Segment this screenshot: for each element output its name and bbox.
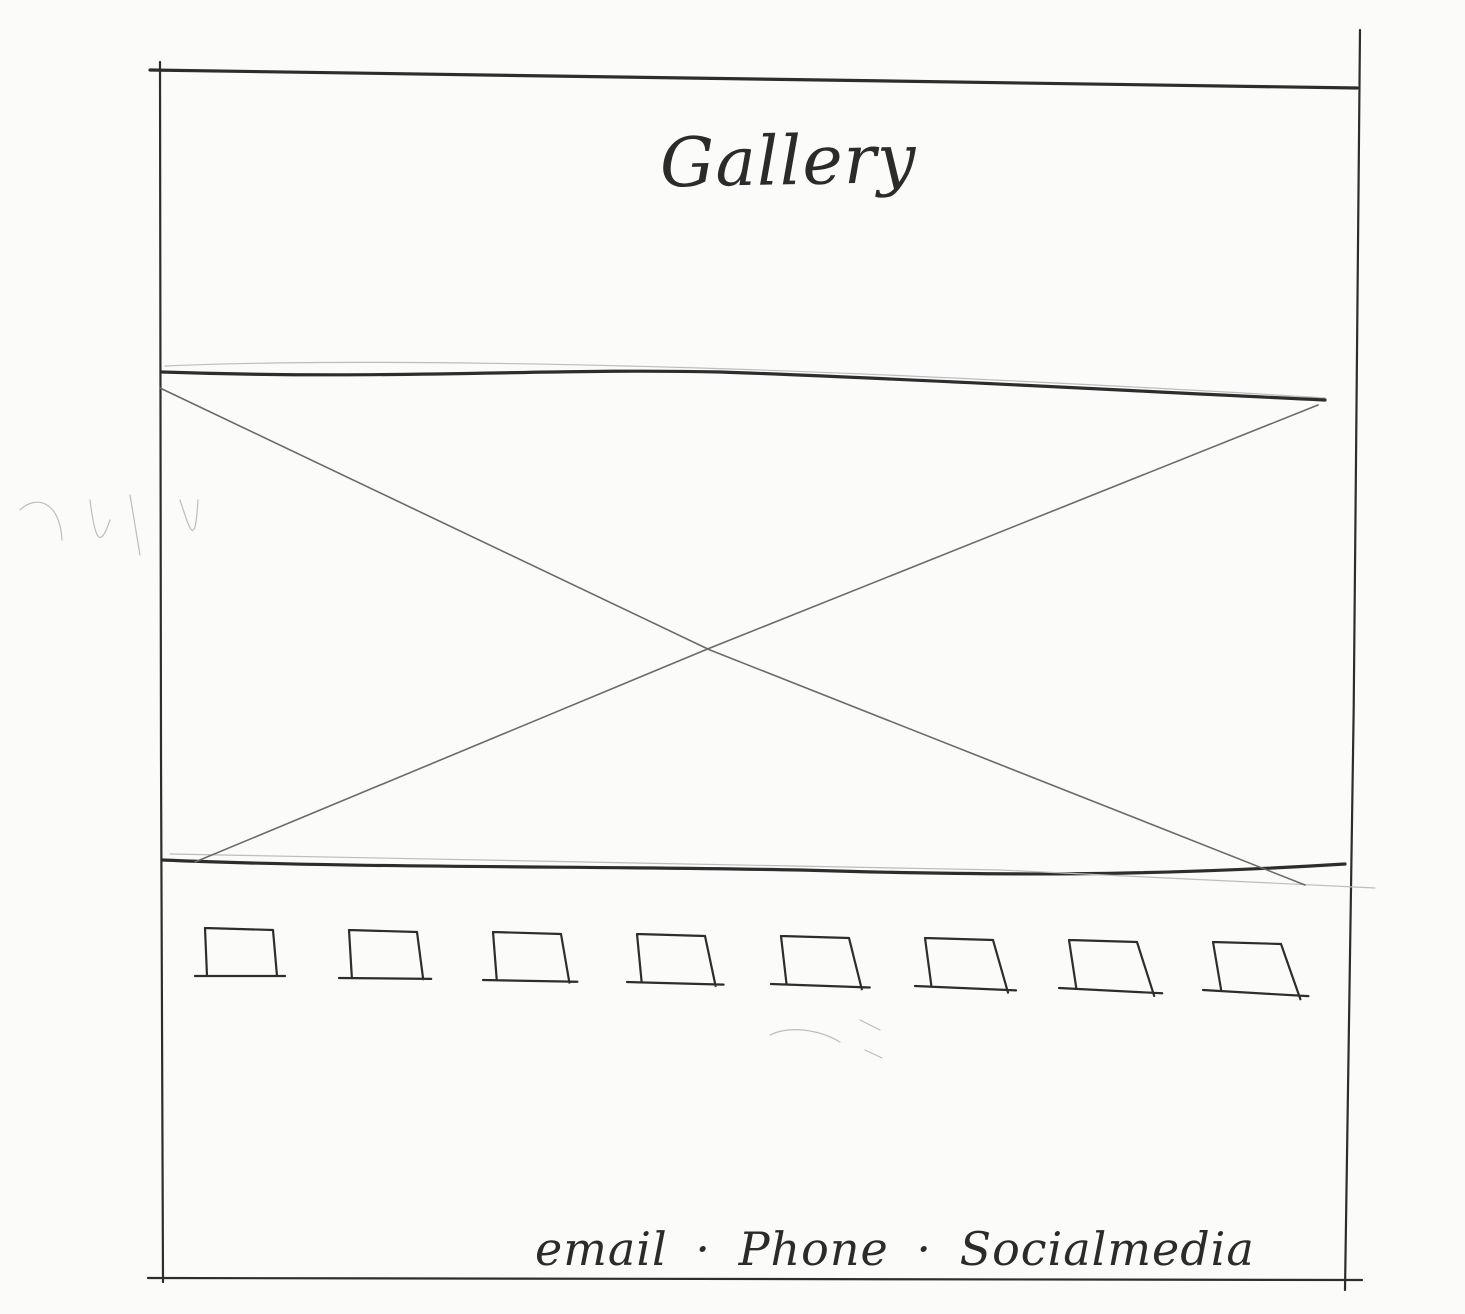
hero-cross-diagonal-1 [159,387,1306,886]
thumbnail-strip [193,926,1310,1001]
thumbnail-placeholder-1[interactable] [193,926,287,978]
thumbnail-placeholder-3[interactable] [481,930,579,984]
footer-email-link[interactable]: email [535,1222,668,1276]
page-title: Gallery [659,119,918,204]
thumbnail-placeholder-7[interactable] [1057,938,1164,998]
footer-phone-link[interactable]: Phone [738,1222,889,1276]
hero-top-ghost [164,361,1326,399]
thumbnail-placeholder-6[interactable] [913,936,1018,994]
thumbnail-placeholder-4[interactable] [625,932,725,988]
frame-bottom-line [146,1276,1364,1282]
hero-cross-diagonal-2 [194,404,1319,863]
thumbnail-placeholder-5[interactable] [769,934,871,991]
thumbnail-placeholder-2[interactable] [337,928,433,981]
eraser-smudge-middle [769,1019,883,1059]
hero-top-edge [160,369,1327,402]
thumbnail-placeholder-8[interactable] [1201,940,1310,1001]
hero-bottom-edge [160,858,1347,876]
footer-contact-links: email · Phone · Socialmedia [535,1226,1255,1272]
footer-separator-2: · [916,1222,932,1276]
hero-image-placeholder[interactable] [159,361,1376,889]
frame-top-line [148,68,1359,90]
eraser-smudge-left [19,494,199,556]
eraser-marks [19,494,883,1059]
page-frame [146,28,1364,1292]
footer-social-media-link[interactable]: Socialmedia [959,1222,1255,1276]
footer-separator-1: · [695,1222,711,1276]
frame-left-line [158,60,165,1284]
frame-right-line [1343,28,1362,1292]
